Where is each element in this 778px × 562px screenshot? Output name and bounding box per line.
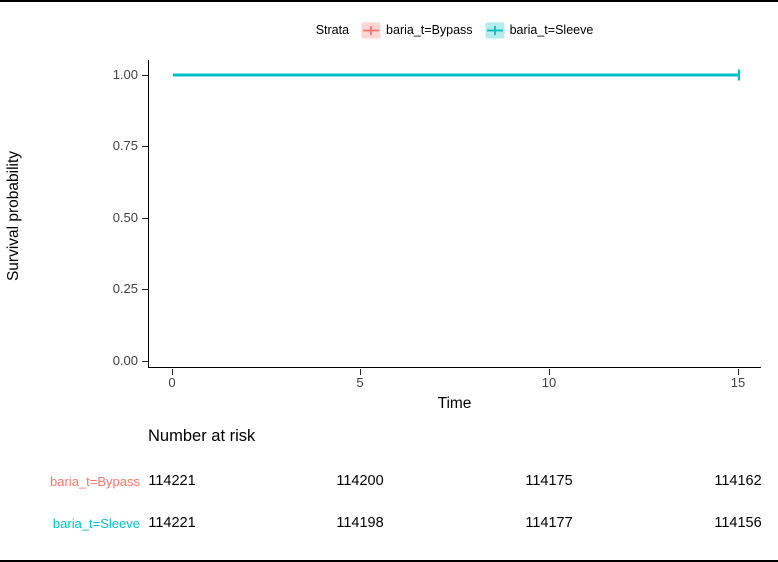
legend-item-sleeve: baria_t=Sleeve [485, 22, 594, 39]
risk-value: 114198 [336, 515, 384, 531]
legend-key-bypass [361, 22, 381, 39]
x-tick-label: 15 [730, 375, 746, 390]
y-axis-title: Survival probability [5, 150, 22, 282]
legend-key-sleeve-icon [485, 22, 505, 38]
legend-label-bypass: baria_t=Bypass [386, 23, 473, 37]
bottom-border-line [0, 560, 778, 562]
risk-value: 114162 [714, 473, 762, 489]
x-tick-mark [549, 369, 550, 375]
survival-plot-svg [173, 69, 741, 81]
y-tick-label: 0.50 [112, 210, 138, 225]
legend-key-sleeve [485, 22, 505, 39]
risk-row-label-sleeve: baria_t=Sleeve [52, 516, 140, 531]
y-tick-label: 0.25 [112, 281, 138, 296]
x-tick-mark [172, 369, 173, 375]
y-tick-mark [142, 75, 148, 76]
risk-value: 114200 [336, 473, 384, 489]
y-tick-mark [142, 289, 148, 290]
y-tick-label: 0.75 [112, 138, 138, 153]
risk-value: 114221 [148, 473, 196, 489]
legend-label-sleeve: baria_t=Sleeve [509, 23, 594, 37]
legend-key-bypass-icon [361, 22, 381, 38]
y-tick-mark [142, 361, 148, 362]
risk-value: 114175 [525, 473, 573, 489]
y-tick-mark [142, 218, 148, 219]
risk-table-title: Number at risk [148, 427, 256, 445]
plot-area [148, 60, 761, 368]
x-tick-mark [360, 369, 361, 375]
risk-value: 114221 [148, 515, 196, 531]
y-tick-label: 1.00 [112, 67, 138, 82]
x-tick-label: 0 [168, 375, 176, 390]
legend-title: Strata [315, 23, 350, 37]
y-tick-mark [142, 146, 148, 147]
y-tick-label: 0.00 [112, 353, 138, 368]
x-tick-mark [738, 369, 739, 375]
risk-value: 114177 [525, 515, 573, 531]
legend: Strata baria_t=Bypass baria_t=Sleeve [148, 20, 761, 40]
x-tick-label: 10 [541, 375, 557, 390]
x-tick-label: 5 [356, 375, 364, 390]
legend-item-bypass: baria_t=Bypass [361, 22, 473, 39]
risk-row-label-bypass: baria_t=Bypass [50, 474, 140, 489]
x-axis-title: Time [437, 395, 472, 412]
top-border-line [0, 0, 778, 2]
risk-value: 114156 [714, 515, 762, 531]
